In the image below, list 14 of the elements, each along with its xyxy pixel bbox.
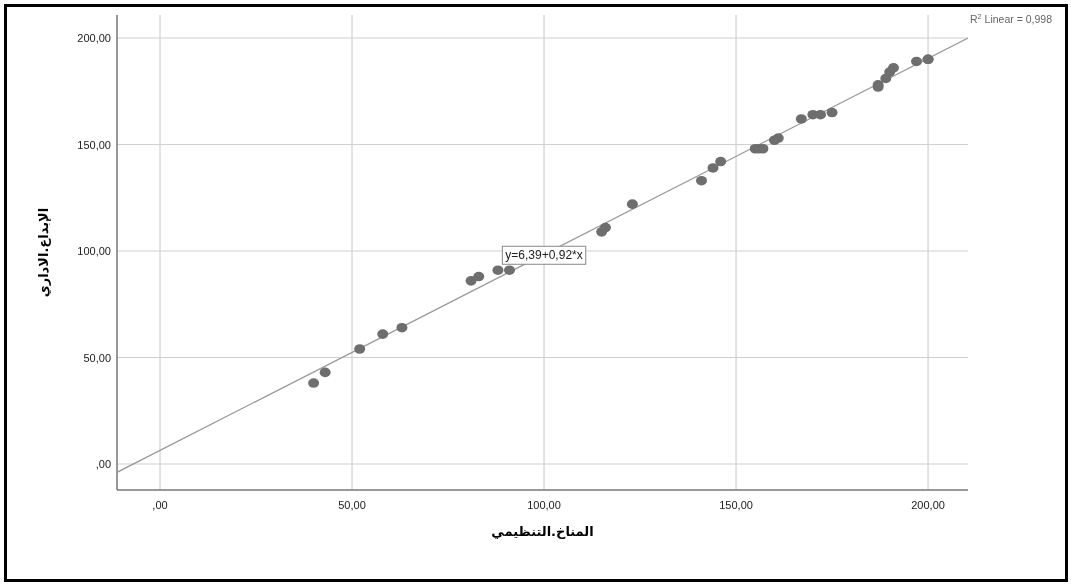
y-tick-label: 50,00: [83, 351, 111, 364]
x-tick-label: 100,00: [527, 499, 561, 511]
x-tick-label: ,00: [152, 499, 168, 511]
x-tick-label: 200,00: [911, 499, 945, 511]
x-axis-title: المناخ.التنظيمي: [491, 524, 594, 539]
annotation: y=6,39+0,92*x: [505, 248, 583, 263]
y-tick-label: 100,00: [77, 245, 111, 258]
x-tick-label: 50,00: [338, 499, 366, 511]
text: R$^{2}$ Linear = 0,998: [970, 11, 1053, 25]
x-tick-label: 150,00: [719, 499, 753, 511]
y-tick-label: ,00: [95, 458, 111, 471]
y-tick-label: 200,00: [77, 32, 111, 44]
y-tick-label: 150,00: [77, 138, 111, 151]
y-axis-title: الإبداع.الاداري: [36, 207, 51, 298]
